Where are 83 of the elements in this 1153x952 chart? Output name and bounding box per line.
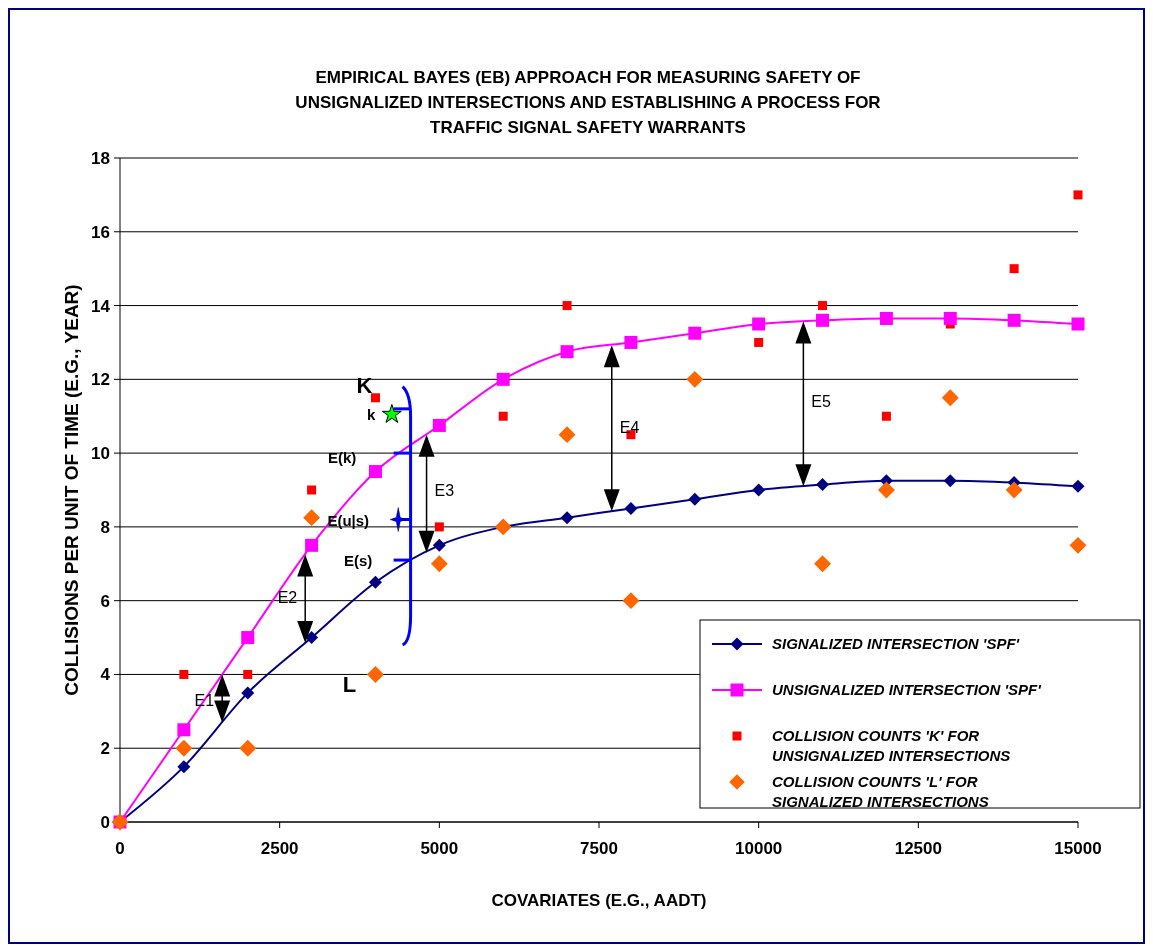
y-tick-label: 4 bbox=[100, 665, 111, 685]
point bbox=[816, 477, 830, 491]
point bbox=[816, 313, 830, 327]
point bbox=[622, 592, 640, 610]
x-tick-label: 7500 bbox=[580, 839, 618, 858]
annotation: L bbox=[342, 671, 357, 697]
point bbox=[1069, 536, 1087, 554]
point bbox=[434, 522, 444, 532]
point bbox=[818, 301, 828, 311]
point bbox=[241, 631, 255, 645]
point bbox=[368, 575, 382, 589]
point bbox=[1071, 479, 1085, 493]
point bbox=[241, 686, 255, 700]
point bbox=[752, 317, 766, 331]
point bbox=[688, 326, 702, 340]
point bbox=[177, 723, 191, 737]
y-tick-label: 16 bbox=[91, 222, 110, 242]
point bbox=[305, 538, 319, 552]
y-tick-label: 6 bbox=[100, 591, 110, 611]
chart-title: EMPIRICAL BAYES (EB) APPROACH FOR MEASURING SAFETY OF UNSIGNALIZED INTERSECTIONS AND ESTABLISHING A PROCESS FOR TRAFFIC SIGNAL SAFETY WARRANTS bbox=[295, 68, 881, 137]
legend-label: COLLISION COUNTS 'K' FOR UNSIGNALIZED INTERSECTIONS bbox=[772, 727, 1011, 764]
point bbox=[558, 426, 576, 444]
point bbox=[307, 485, 317, 495]
point bbox=[688, 492, 702, 506]
point bbox=[562, 301, 572, 311]
x-tick-label: 15000 bbox=[1054, 839, 1102, 858]
y-tick-label: 12 bbox=[91, 370, 110, 390]
annotation: E4 bbox=[619, 419, 640, 437]
annotation: K bbox=[356, 372, 373, 398]
point bbox=[754, 337, 764, 347]
y-axis-title: COLLISIONS PER UNIT OF TIME (E.G., YEAR) bbox=[61, 284, 82, 696]
point bbox=[430, 555, 448, 573]
point bbox=[303, 509, 321, 527]
point bbox=[881, 411, 891, 421]
point bbox=[177, 760, 191, 774]
point bbox=[877, 481, 895, 499]
point bbox=[814, 555, 831, 573]
point bbox=[560, 345, 574, 359]
point bbox=[368, 465, 382, 479]
x-tick-label: 5000 bbox=[420, 839, 459, 858]
y-tick-label: 10 bbox=[91, 444, 110, 464]
x-tick-label: 2500 bbox=[260, 839, 299, 858]
point bbox=[879, 311, 893, 325]
y-tick-label: 2 bbox=[100, 739, 110, 759]
point bbox=[943, 474, 957, 488]
point bbox=[624, 501, 638, 515]
point bbox=[432, 538, 446, 552]
point bbox=[496, 372, 510, 386]
point bbox=[175, 739, 193, 757]
x-tick-label: 10000 bbox=[735, 839, 783, 858]
annotation: E(s) bbox=[343, 552, 373, 570]
point bbox=[432, 418, 446, 432]
legend-label: COLLISION COUNTS 'L' FOR SIGNALIZED INTERSECTIONS bbox=[772, 773, 989, 810]
point bbox=[1009, 264, 1019, 274]
y-tick-label: 0 bbox=[100, 813, 110, 832]
legend-label: UNSIGNALIZED INTERSECTION 'SPF' bbox=[772, 681, 1042, 698]
point bbox=[624, 335, 638, 349]
point bbox=[752, 483, 766, 497]
legend-label: SIGNALIZED INTERSECTION 'SPF' bbox=[772, 635, 1020, 652]
point bbox=[1073, 190, 1083, 200]
x-axis-title: COVARIATES (E.G., AADT) bbox=[491, 891, 707, 910]
annotation: k bbox=[367, 406, 377, 424]
point bbox=[1005, 481, 1023, 499]
point bbox=[498, 411, 508, 421]
y-tick-label: 14 bbox=[91, 296, 111, 316]
point bbox=[243, 669, 253, 679]
point bbox=[367, 665, 384, 683]
x-tick-label: 0 bbox=[115, 839, 125, 858]
point bbox=[239, 739, 257, 757]
annotation: E3 bbox=[434, 482, 455, 499]
point bbox=[1071, 317, 1085, 331]
y-tick-label: 8 bbox=[100, 517, 110, 537]
point bbox=[560, 511, 574, 525]
point bbox=[941, 389, 959, 407]
point bbox=[686, 370, 704, 388]
point bbox=[179, 669, 189, 679]
annotation: E5 bbox=[811, 393, 832, 411]
x-tick-label: 12500 bbox=[894, 839, 942, 858]
annotation: E(k) bbox=[327, 448, 357, 466]
point bbox=[943, 311, 957, 325]
y-tick-label: 18 bbox=[91, 149, 110, 168]
point bbox=[1007, 313, 1021, 327]
point bbox=[370, 393, 380, 403]
